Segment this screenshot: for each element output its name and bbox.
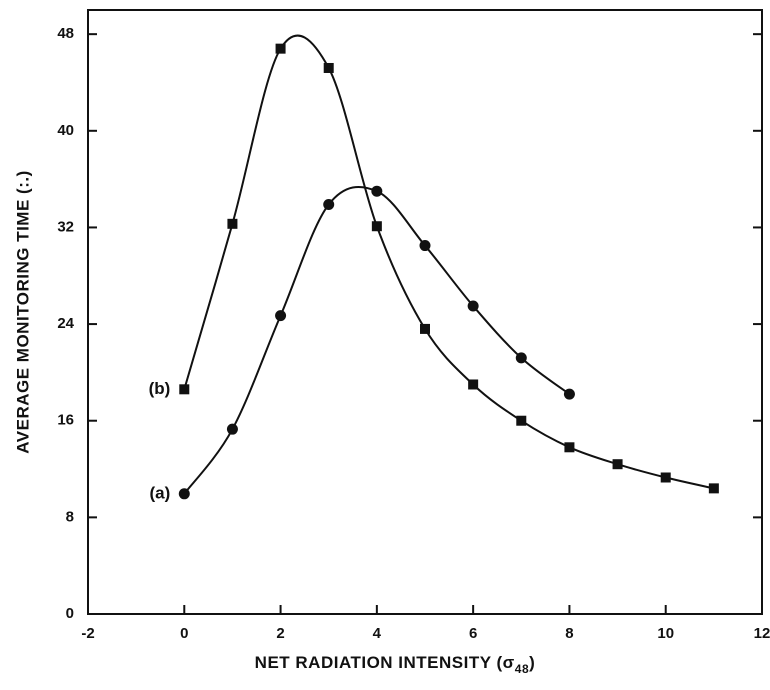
marker <box>323 198 335 210</box>
marker <box>371 221 382 232</box>
marker <box>179 384 190 395</box>
marker <box>563 388 575 400</box>
marker <box>660 472 671 483</box>
y-tick-label: 48 <box>57 25 74 42</box>
marker <box>468 379 479 390</box>
series-label: (b) <box>149 379 171 398</box>
marker <box>516 415 527 426</box>
x-tick-label: 10 <box>657 625 674 642</box>
y-axis-title: AVERAGE MONITORING TIME (:.) <box>13 170 32 453</box>
marker <box>612 459 623 470</box>
marker <box>564 442 575 453</box>
x-tick-label: 2 <box>276 625 284 642</box>
x-tick-label: 6 <box>469 625 477 642</box>
series-line <box>183 34 715 490</box>
x-axis-title-text: NET RADIATION INTENSITY (σ <box>255 653 515 672</box>
x-tick-label: 8 <box>565 625 573 642</box>
marker <box>708 483 719 494</box>
y-tick-label: 8 <box>66 508 74 525</box>
x-tick-label: 12 <box>754 625 770 642</box>
y-tick-label: 32 <box>57 218 74 235</box>
x-tick-label: 0 <box>180 625 188 642</box>
x-tick-label: -2 <box>81 625 94 642</box>
marker <box>323 62 334 73</box>
marker <box>467 300 479 312</box>
x-tick-label: 4 <box>373 625 382 642</box>
marker <box>227 218 238 229</box>
marker <box>515 352 527 364</box>
marker <box>371 185 383 197</box>
y-tick-label: 24 <box>57 315 74 332</box>
series-line <box>183 185 571 495</box>
series-label: (a) <box>150 483 171 502</box>
y-tick-label: 16 <box>57 412 74 429</box>
marker <box>226 423 238 435</box>
marker <box>420 323 430 334</box>
marker <box>275 43 286 54</box>
marker <box>275 310 287 322</box>
x-axis-title: NET RADIATION INTENSITY (σ48) <box>255 653 536 676</box>
marker <box>178 488 190 500</box>
plot-frame <box>87 9 763 615</box>
x-axis-title-close: ) <box>529 653 535 672</box>
y-tick-label: 40 <box>57 122 74 139</box>
y-tick-label: 0 <box>66 605 74 622</box>
marker <box>419 240 431 252</box>
x-axis-title-subscript: 48 <box>515 662 529 676</box>
